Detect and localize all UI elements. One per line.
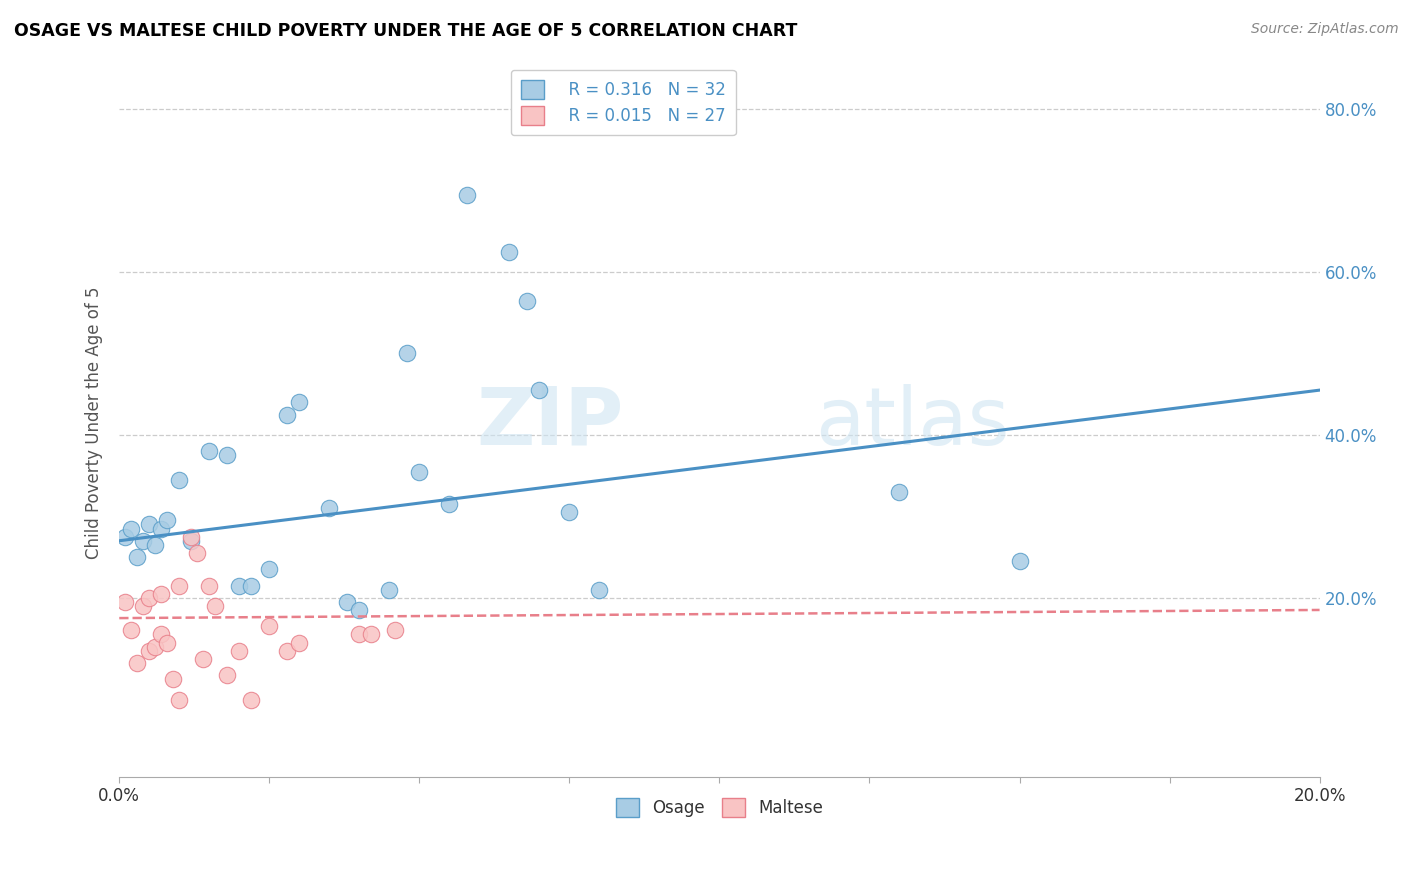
Point	[143, 538, 166, 552]
Point	[396, 346, 419, 360]
Point	[150, 627, 173, 641]
Point	[439, 497, 461, 511]
Point	[498, 244, 520, 259]
Point	[378, 582, 401, 597]
Point	[138, 591, 160, 605]
Point	[120, 624, 142, 638]
Legend: Osage, Maltese: Osage, Maltese	[607, 789, 831, 825]
Point	[276, 408, 298, 422]
Point	[217, 668, 239, 682]
Point	[336, 595, 359, 609]
Point	[529, 383, 551, 397]
Point	[120, 522, 142, 536]
Point	[186, 546, 208, 560]
Point	[127, 549, 149, 564]
Point	[180, 533, 202, 548]
Point	[240, 692, 263, 706]
Point	[169, 473, 191, 487]
Point	[1008, 554, 1031, 568]
Text: Source: ZipAtlas.com: Source: ZipAtlas.com	[1251, 22, 1399, 37]
Point	[198, 444, 221, 458]
Point	[156, 635, 179, 649]
Point	[180, 530, 202, 544]
Point	[228, 643, 250, 657]
Point	[349, 603, 371, 617]
Point	[349, 627, 371, 641]
Point	[360, 627, 382, 641]
Point	[318, 501, 340, 516]
Point	[204, 599, 226, 613]
Point	[138, 643, 160, 657]
Point	[193, 652, 215, 666]
Point	[456, 187, 478, 202]
Point	[143, 640, 166, 654]
Point	[889, 484, 911, 499]
Point	[114, 530, 136, 544]
Point	[516, 293, 538, 308]
Point	[384, 624, 406, 638]
Point	[588, 582, 610, 597]
Point	[276, 643, 298, 657]
Point	[132, 599, 155, 613]
Point	[558, 505, 581, 519]
Point	[259, 562, 281, 576]
Point	[132, 533, 155, 548]
Point	[114, 595, 136, 609]
Point	[228, 578, 250, 592]
Point	[288, 395, 311, 409]
Point	[138, 517, 160, 532]
Point	[259, 619, 281, 633]
Point	[162, 672, 184, 686]
Point	[288, 635, 311, 649]
Point	[217, 448, 239, 462]
Point	[408, 465, 430, 479]
Y-axis label: Child Poverty Under the Age of 5: Child Poverty Under the Age of 5	[86, 286, 103, 559]
Text: ZIP: ZIP	[477, 384, 623, 462]
Point	[240, 578, 263, 592]
Point	[150, 587, 173, 601]
Text: OSAGE VS MALTESE CHILD POVERTY UNDER THE AGE OF 5 CORRELATION CHART: OSAGE VS MALTESE CHILD POVERTY UNDER THE…	[14, 22, 797, 40]
Text: atlas: atlas	[815, 384, 1010, 462]
Point	[169, 692, 191, 706]
Point	[169, 578, 191, 592]
Point	[127, 656, 149, 670]
Point	[156, 513, 179, 527]
Point	[150, 522, 173, 536]
Point	[198, 578, 221, 592]
